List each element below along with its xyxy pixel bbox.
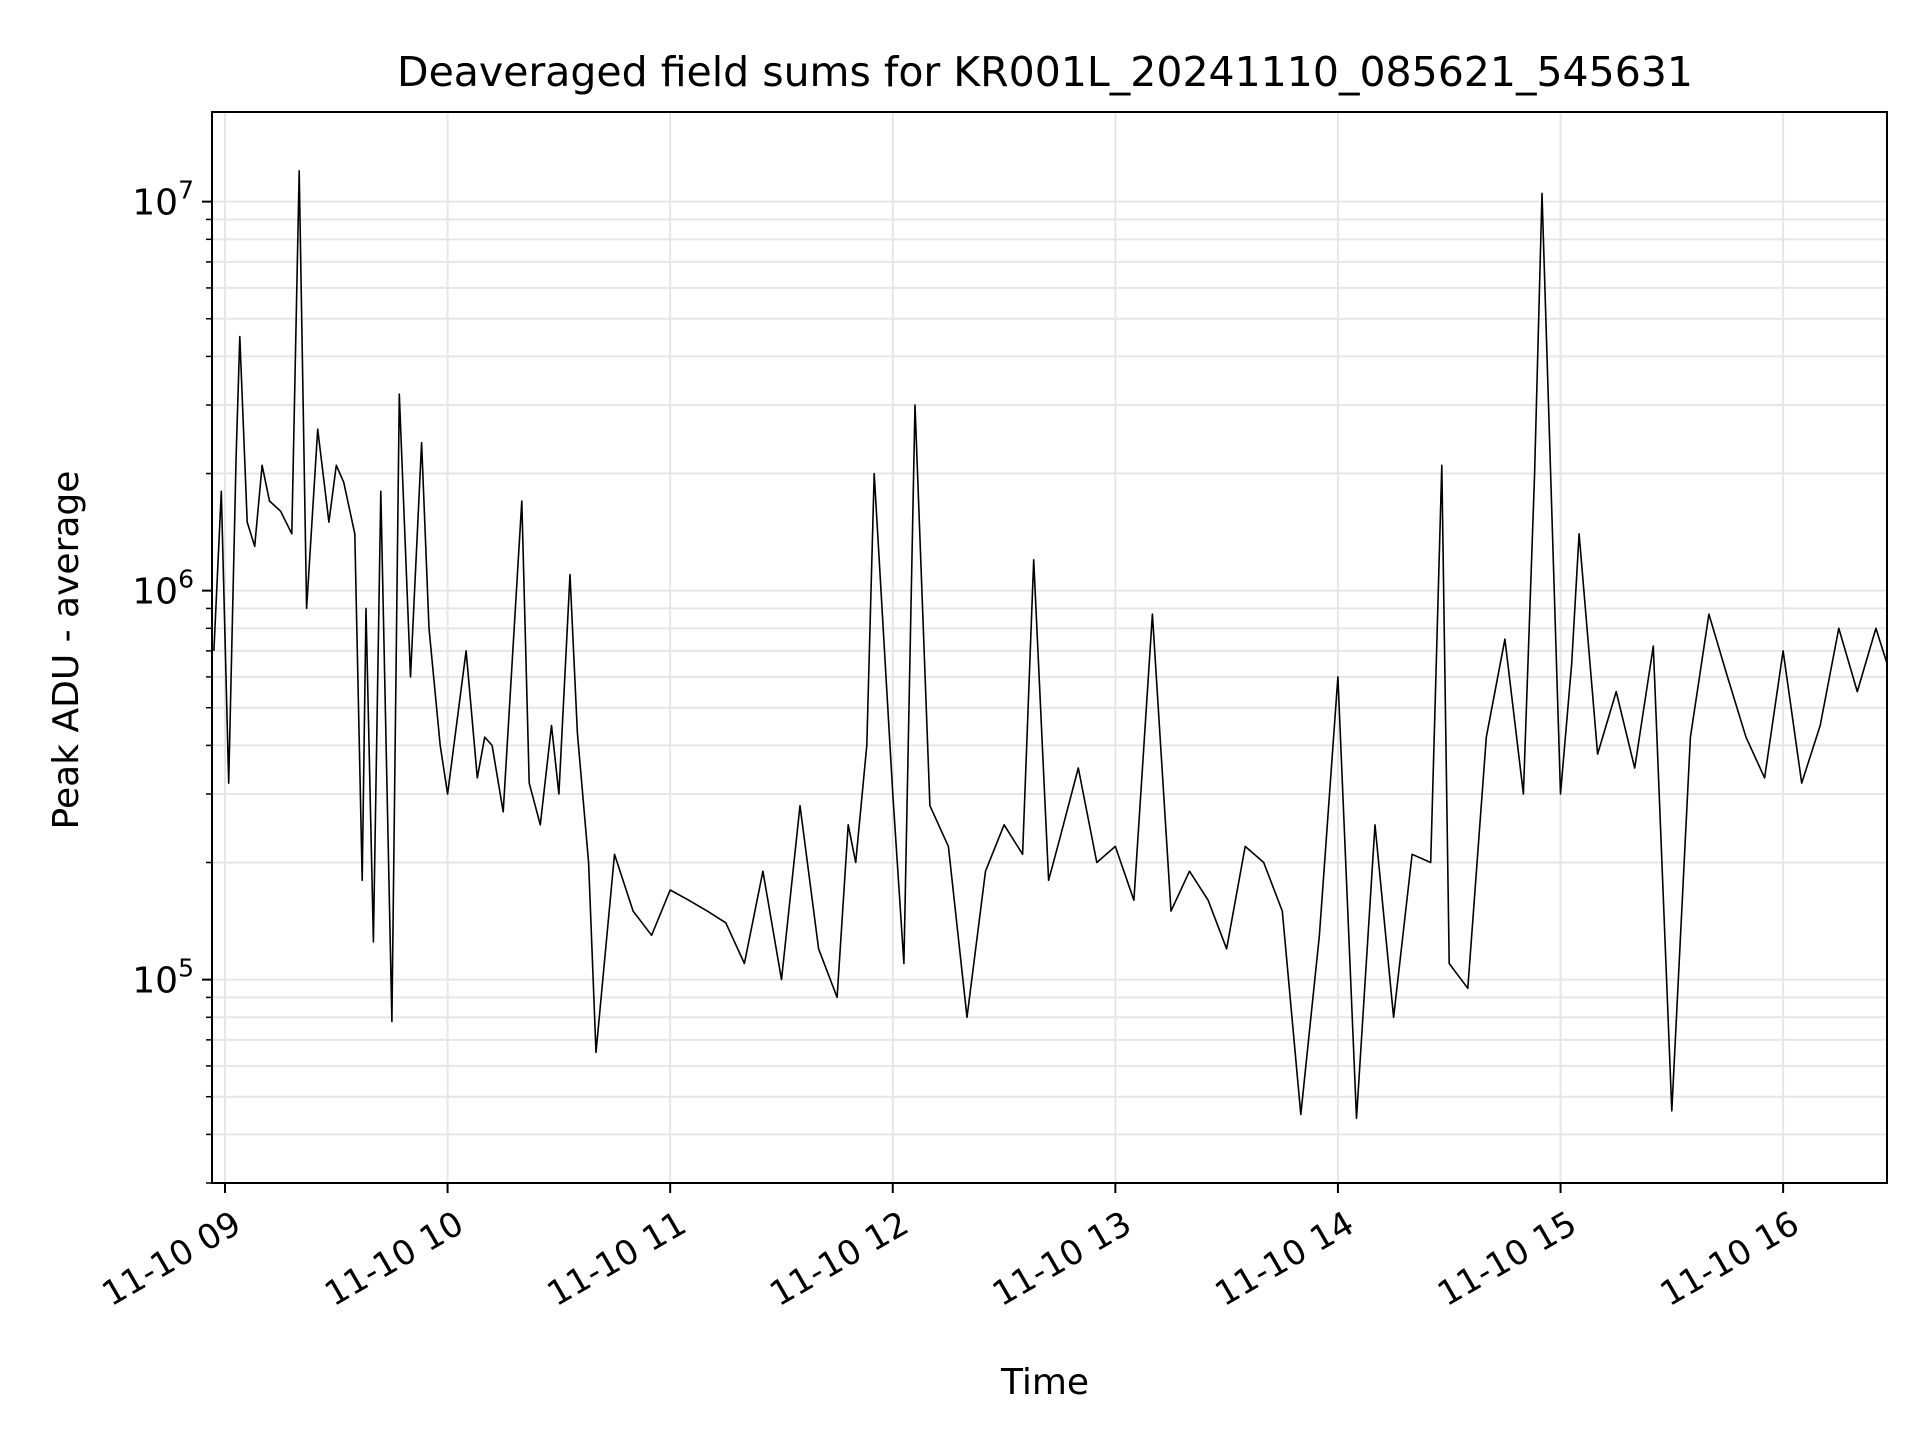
- y-tick-label: 105: [132, 954, 194, 1002]
- x-axis-label: Time: [1000, 1362, 1089, 1403]
- chart-title: Deaveraged field sums for KR001L_2024111…: [397, 48, 1693, 96]
- y-tick-label: 106: [132, 565, 194, 613]
- plot-frame: [211, 111, 1888, 1184]
- series-line: [213, 170, 1888, 1120]
- y-tick-label: 107: [132, 176, 194, 224]
- y-axis-label: Peak ADU - average: [46, 471, 87, 830]
- series-layer: [213, 170, 1888, 1120]
- grid: [212, 112, 1887, 1184]
